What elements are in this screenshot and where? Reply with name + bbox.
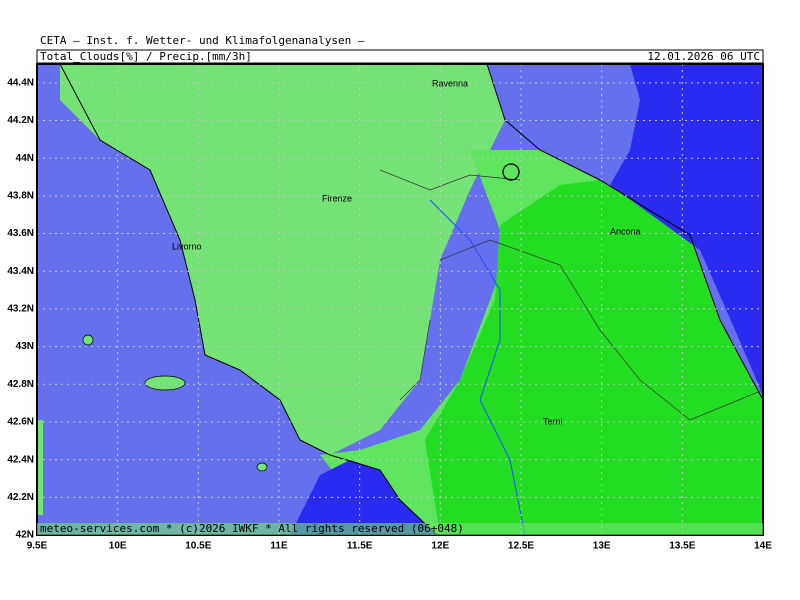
city-label: Livorno — [172, 241, 202, 251]
san-marino — [502, 163, 520, 181]
island — [256, 462, 268, 472]
cloud-field-dark-south — [290, 460, 437, 535]
x-tick-label: 12.5E — [508, 541, 534, 552]
coastline — [59, 63, 764, 536]
river — [429, 199, 526, 536]
x-tick-label: 10.5E — [185, 541, 211, 552]
city-label: Firenze — [322, 193, 352, 203]
x-tick-label: 11.5E — [347, 541, 373, 552]
y-tick-label: 43.2N — [7, 304, 34, 315]
y-tick-label: 42.6N — [7, 417, 34, 428]
y-tick-label: 42.2N — [7, 492, 34, 503]
cities: Ravenna Firenze Livorno Ancona Terni — [172, 78, 641, 426]
footer-band — [37, 523, 763, 535]
x-tick-label: 9.5E — [27, 541, 48, 552]
island — [144, 375, 186, 391]
city-label: Ancona — [610, 226, 641, 236]
corsica-edge — [37, 420, 43, 515]
y-tick-label: 43N — [16, 341, 34, 352]
y-tick-label: 42N — [16, 530, 34, 541]
y-tick-label: 43.6N — [7, 228, 34, 239]
x-tick-label: 13E — [593, 541, 611, 552]
x-tick-label: 12E — [431, 541, 449, 552]
y-tick-label: 43.8N — [7, 191, 34, 202]
city-label: Ravenna — [432, 78, 468, 88]
y-tick-label: 43.4N — [7, 266, 34, 277]
island — [82, 334, 94, 346]
city-label: Terni — [543, 416, 563, 426]
y-tick-label: 44N — [16, 153, 34, 164]
cloud-field-dark-east — [610, 64, 763, 395]
x-tick-label: 10E — [109, 541, 127, 552]
border — [379, 169, 764, 421]
y-tick-label: 44.4N — [7, 77, 34, 88]
y-tick-label: 42.4N — [7, 454, 34, 465]
x-tick-label: 14E — [754, 541, 772, 552]
x-tick-label: 13.5E — [669, 541, 695, 552]
parameter-label: Total_Clouds[%] / Precip.[mm/3h] — [40, 50, 252, 63]
cloud-field-bright — [425, 180, 763, 535]
cloud-field-light — [60, 64, 505, 455]
map-fields — [37, 63, 764, 536]
x-tick-label: 11E — [270, 541, 288, 552]
valid-time: 12.01.2026 06 UTC — [647, 50, 760, 63]
footer: meteo-services.com * (c)2026 IWKF * All … — [40, 522, 464, 535]
y-tick-label: 44.2N — [7, 115, 34, 126]
y-tick-label: 42.8N — [7, 379, 34, 390]
header-title: CETA — Inst. f. Wetter- und Klimafolgena… — [40, 34, 365, 47]
